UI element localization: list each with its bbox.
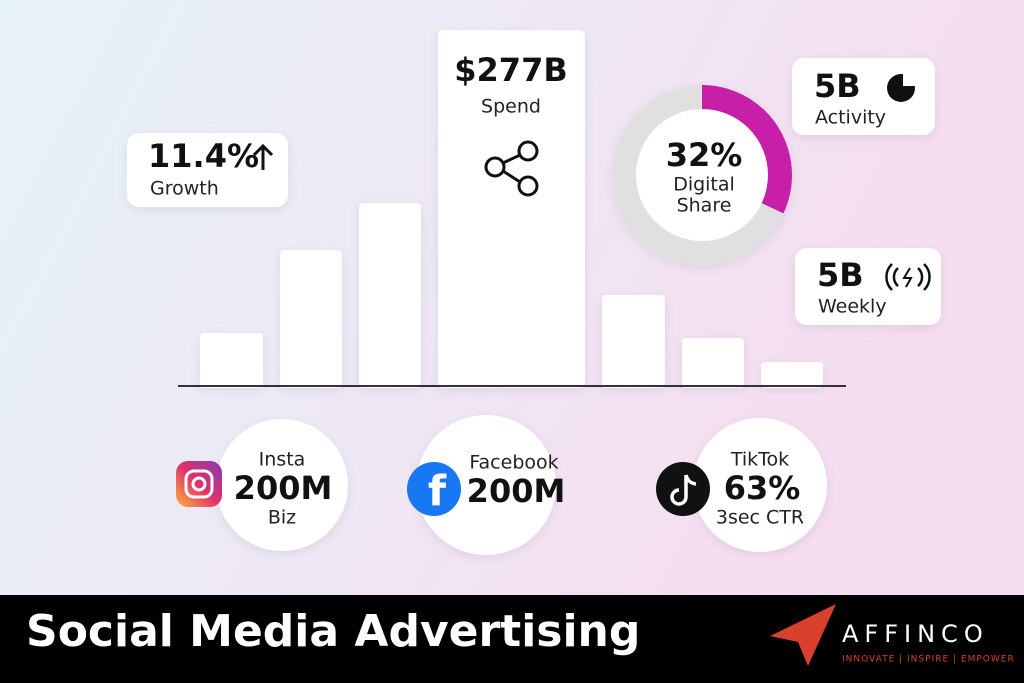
brand-logo [770,604,836,666]
footer [0,595,1024,683]
up-arrow [252,143,274,170]
activity-value: 5B [814,67,861,105]
growth-label: Growth [150,178,219,200]
activity-label: Activity [815,107,886,129]
share-icon [484,140,539,197]
platform-name: TikTok [730,449,789,471]
pie-icon [887,72,917,102]
insta-circle [216,419,348,551]
platform-value: 63% [724,469,801,507]
weekly-label: Weekly [818,296,887,318]
brand-tagline: INNOVATE | INSPIRE | EMPOWER [842,655,1015,665]
share-label: Digital [673,174,735,196]
donut-arc [612,85,792,265]
brand-name: AFFINCO [842,620,989,648]
signal-icon [885,263,931,291]
spend-label: Spend [481,96,541,118]
svg-text:f: f [428,467,447,516]
tiktok-circle [693,418,827,552]
growth-card [127,133,288,207]
growth-value: 11.4% [148,137,259,175]
platform-name: Facebook [469,452,558,474]
platform-note: Biz [268,507,296,529]
facebook-circle [416,415,556,555]
weekly-card [795,248,941,325]
tiktok-logo [656,462,710,516]
facebook-logo [407,462,461,516]
share-value: 32% [666,136,743,174]
insta-logo [176,461,222,507]
platform-note: 3sec CTR [716,507,804,529]
decorative-bars [200,30,823,388]
platform-name: Insta [259,449,306,471]
platform-value: 200M [467,472,566,510]
platform-value: 200M [234,469,333,507]
weekly-value: 5B [817,256,864,294]
share-label: Share [677,195,732,217]
donut-bg [612,85,792,265]
footer-title: Social Media Advertising [26,606,640,657]
spend-value: $277B [454,51,567,89]
